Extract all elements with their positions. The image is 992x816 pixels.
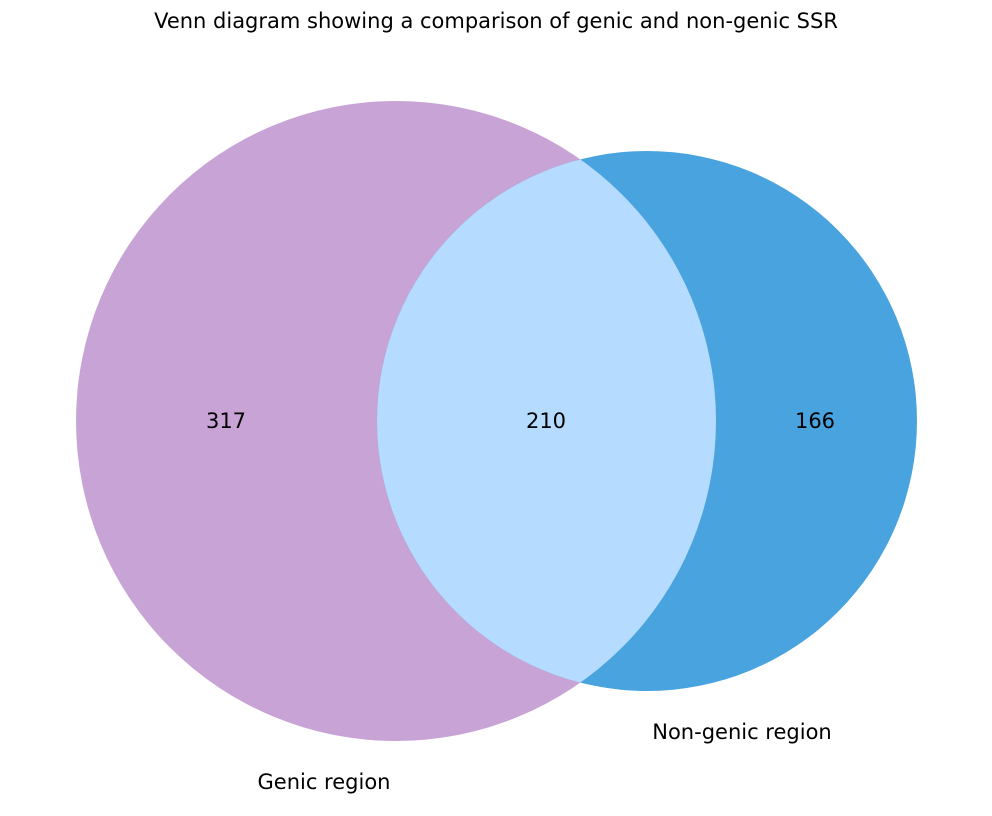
non-genic-region-label: Non-genic region	[652, 720, 831, 744]
intersection-count: 210	[526, 409, 566, 433]
only-genic-count: 317	[206, 409, 246, 433]
diagram-title: Venn diagram showing a comparison of gen…	[154, 9, 838, 33]
only-non-genic-count: 166	[795, 409, 835, 433]
genic-region-label: Genic region	[258, 770, 391, 794]
intersection-region	[377, 151, 716, 691]
